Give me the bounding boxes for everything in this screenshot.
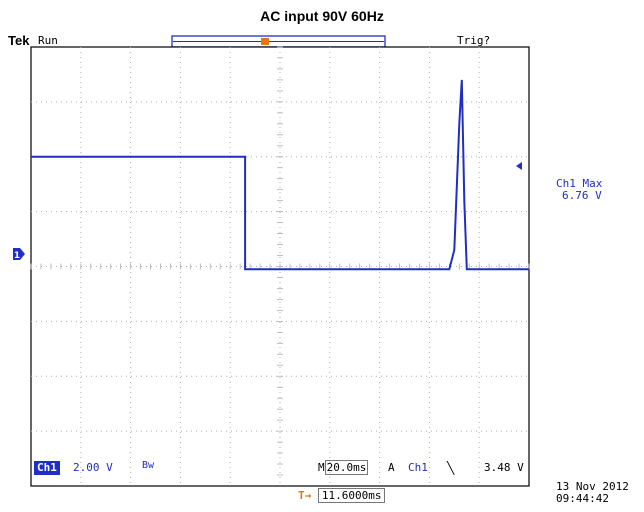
trigger-source: Ch1 [408,461,428,474]
side-readout: Ch1 Max 6.76 V [556,178,602,202]
svg-text:1: 1 [14,251,20,261]
brand-logo: Tek [8,33,30,48]
falling-slope-icon: ╲ [447,461,455,475]
timebase-prefix: M [318,461,325,474]
timebase-readout: M 20.0ms [318,460,369,475]
page-caption: AC input 90V 60Hz [260,8,384,24]
bandwidth-limit-icon: Bw [142,460,155,471]
max-level-marker [516,162,522,170]
graticule-grid [30,46,530,487]
channel-badge[interactable]: Ch1 [34,461,60,475]
run-status: Run [38,34,58,47]
side-readout-label: Ch1 Max [556,177,603,190]
oscilloscope-display: T 1 [13,35,530,487]
trigger-level: 3.48 V [484,461,524,474]
delta-arrow-icon: → [304,489,312,502]
side-readout-value: 6.76 V [562,189,602,202]
trigger-offset-value: 11.6000ms [317,488,386,503]
volts-per-div: 2.00 V [73,461,113,474]
time-per-div: 20.0ms [324,460,369,475]
ch1-waveform-trace [31,79,529,271]
trigger-offset-readout: T→ 11.6000ms [298,488,386,503]
time-text: 09:44:42 [556,492,609,505]
trigger-marker-icon: T [298,489,305,502]
acquisition-mode: A [388,461,395,474]
record-window-marker [261,38,269,45]
ch1-ground-marker [13,248,25,260]
date-text: 13 Nov 2012 [556,480,629,493]
trigger-status: Trig? [457,34,491,47]
timestamp: 13 Nov 2012 09:44:42 [556,481,629,505]
